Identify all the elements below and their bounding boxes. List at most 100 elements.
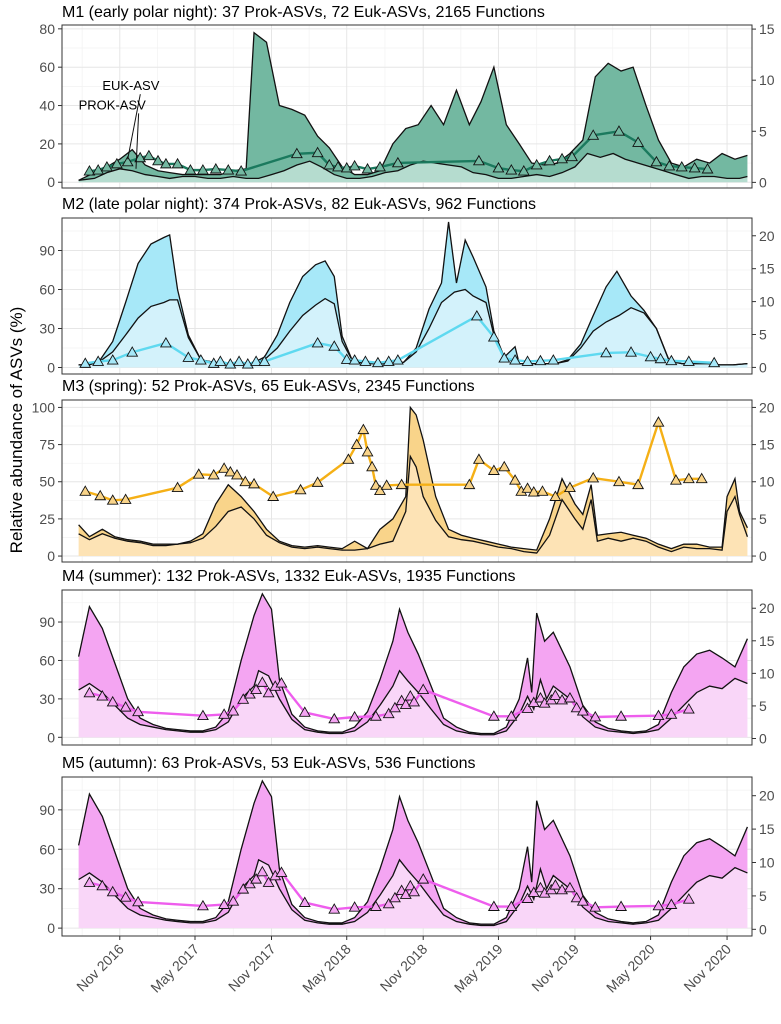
functions-point <box>536 485 549 496</box>
functions-point <box>521 892 534 903</box>
functions-point <box>119 891 132 902</box>
y-tick-label: 20 <box>39 136 55 152</box>
functions-point <box>382 897 395 909</box>
prok-area <box>78 456 748 557</box>
functions-point <box>549 689 562 700</box>
prok-line <box>78 669 748 736</box>
panel-title: M5 (autumn): 63 Prok-ASVs, 53 Euk-ASVs, … <box>62 755 476 772</box>
y2-tick-label: 0 <box>759 921 767 937</box>
functions-point <box>391 156 404 168</box>
functions-point <box>613 125 625 136</box>
functions-point <box>328 712 341 724</box>
functions-point <box>132 895 145 907</box>
y2-tick-label: 15 <box>759 437 775 453</box>
functions-point <box>142 149 155 161</box>
functions-point <box>366 460 379 472</box>
functions-point <box>417 683 430 694</box>
functions-point <box>487 900 500 911</box>
functions-point <box>395 478 408 490</box>
functions-point <box>556 152 569 164</box>
functions-point <box>417 873 430 884</box>
functions-point <box>543 154 556 166</box>
functions-point <box>222 164 235 175</box>
x-tick-label: May 2020 <box>603 941 658 996</box>
functions-point <box>498 352 511 363</box>
functions-point <box>600 346 613 358</box>
functions-point <box>132 705 145 717</box>
prok-line <box>78 454 749 554</box>
y2-tick-label: 15 <box>759 821 775 837</box>
x-tick-label: Nov 2017 <box>225 941 279 995</box>
panel-title: M2 (late polar night): 374 Prok-ASVs, 82… <box>62 196 536 213</box>
functions-point <box>505 900 518 911</box>
functions-point <box>350 438 363 449</box>
functions-point <box>294 483 307 495</box>
functions-point <box>708 356 721 368</box>
functions-point <box>361 445 374 457</box>
functions-point <box>644 350 657 362</box>
functions-point <box>632 478 645 490</box>
functions-point <box>682 472 695 484</box>
y-tick-label: 0 <box>47 174 55 190</box>
x-tick-label: Nov 2019 <box>528 941 582 995</box>
euk-line <box>78 221 748 366</box>
functions-point <box>237 883 250 894</box>
plot-frame <box>61 217 753 375</box>
functions-point <box>121 155 134 167</box>
functions-point <box>250 683 263 694</box>
functions-point <box>100 160 113 172</box>
functions-point <box>509 354 522 365</box>
functions-point <box>695 472 708 484</box>
functions-point <box>119 701 132 712</box>
panel-title: M1 (early polar night): 37 Prok-ASVs, 72… <box>62 4 545 21</box>
functions-point <box>563 881 576 893</box>
functions-point <box>688 161 701 173</box>
plot-frame <box>61 399 753 563</box>
y-axis-label: Relative abundance of ASVs (%) <box>7 307 26 554</box>
functions-point <box>463 478 476 490</box>
y-tick-label: 90 <box>39 802 55 818</box>
functions-point <box>388 701 401 713</box>
functions-point <box>663 159 676 171</box>
functions-point <box>126 346 139 357</box>
functions-point <box>576 895 589 906</box>
functions-point <box>589 710 602 722</box>
functions-point <box>311 146 324 158</box>
x-tick-label: May 2018 <box>299 941 354 996</box>
euk-line <box>78 31 748 181</box>
functions-point <box>408 695 421 707</box>
functions-point <box>534 881 547 893</box>
y2-tick-label: 20 <box>759 228 775 244</box>
functions-point <box>262 686 275 698</box>
y-tick-label: 30 <box>39 881 55 897</box>
euk-area <box>78 407 748 554</box>
panel-3: M3 (spring): 52 Prok-ASVs, 65 Euk-ASVs, … <box>32 378 775 564</box>
functions-point <box>134 151 147 163</box>
functions-point <box>227 895 240 906</box>
functions-point <box>106 695 119 707</box>
functions-point <box>323 158 336 170</box>
y2-tick-label: 0 <box>759 548 767 564</box>
functions-point <box>587 471 600 483</box>
functions-point <box>83 686 96 698</box>
annotation-pointer <box>127 94 141 160</box>
functions-point <box>654 352 667 364</box>
y2-tick-label: 20 <box>759 788 775 804</box>
y-tick-label: 90 <box>39 614 55 630</box>
panel-title: M4 (summer): 132 Prok-ASVs, 1332 Euk-ASV… <box>62 568 516 585</box>
functions-point <box>233 355 246 366</box>
functions-point <box>340 353 353 364</box>
functions-point <box>237 693 250 704</box>
y2-tick-label: 5 <box>759 327 767 343</box>
y2-tick-label: 0 <box>759 359 767 375</box>
functions-point <box>311 476 324 487</box>
functions-point <box>534 354 547 366</box>
euk-line <box>77 779 749 925</box>
y-tick-label: 60 <box>39 282 55 298</box>
x-tick-label: May 2017 <box>147 941 202 996</box>
functions-point <box>487 464 500 475</box>
functions-point <box>106 885 119 897</box>
panel-5: M5 (autumn): 63 Prok-ASVs, 53 Euk-ASVs, … <box>39 755 774 937</box>
functions-point <box>505 164 518 175</box>
